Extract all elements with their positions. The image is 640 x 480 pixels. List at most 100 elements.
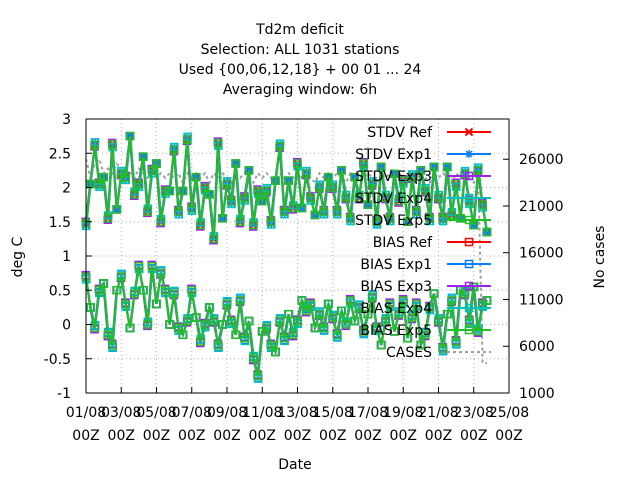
data-point [143,320,152,329]
data-point [244,166,254,175]
y-tick-label: -0.5 [44,352,71,368]
data-point [368,292,377,302]
legend-label: CASES [386,345,432,361]
y2-tick-label: 1000 [519,386,555,402]
data-point [478,200,487,209]
data-point [324,299,333,309]
data-point [90,323,100,333]
data-point [372,323,382,333]
data-point [130,289,139,298]
data-point [451,337,461,346]
x-tick-label-date: 01/08 [66,405,106,421]
data-point [183,135,192,144]
data-point [249,220,258,230]
data-point [337,166,346,175]
data-point [390,327,399,336]
data-point [429,162,439,172]
data-point [235,296,245,305]
data-point [297,296,307,305]
data-point [112,286,122,295]
y-tick-label: -1 [57,386,71,402]
data-point [324,172,333,182]
data-point [456,214,465,223]
data-point [288,330,298,340]
data-point [218,320,227,329]
x-tick-label-hour: 00Z [319,428,346,444]
data-point [244,316,254,326]
data-point [262,186,271,196]
legend-label: BIAS Exp1 [360,257,432,273]
data-point [350,172,360,182]
data-point [464,325,474,335]
y2-axis-label: No cases [592,226,608,289]
data-point [328,313,337,322]
title-line-1: Td2m deficit [255,22,344,38]
y-tick-label: 2 [62,181,71,197]
data-point [359,159,368,168]
data-point [421,186,430,196]
data-point [425,303,434,312]
data-point [103,330,113,340]
data-point [302,306,311,316]
y2-tick-label: 11000 [519,292,564,308]
data-point [99,172,108,182]
x-axis-label: Date [278,457,311,473]
data-point [438,214,448,223]
data-point [464,215,474,225]
data-point [350,316,360,326]
data-point [165,320,174,329]
data-point [253,371,263,381]
data-point [240,333,249,343]
data-point [354,193,364,203]
data-point [416,340,426,350]
data-point [434,193,443,203]
data-point [227,196,236,206]
data-point [280,207,289,216]
data-point [178,330,188,340]
data-point [112,205,122,214]
data-point [429,289,439,298]
x-tick-label-date: 17/08 [348,405,388,421]
data-point [271,347,280,357]
data-point [196,220,205,230]
data-point [328,183,337,192]
data-point [280,333,289,343]
data-point [147,166,157,175]
data-point [394,309,404,319]
data-point [372,217,382,226]
data-point [482,296,492,305]
x-tick-label-hour: 00Z [390,428,417,444]
data-point [438,344,448,353]
data-point [394,196,404,206]
data-point [200,320,210,329]
data-point [139,152,148,161]
data-point [227,316,236,326]
data-point [297,203,307,213]
data-point [121,299,130,309]
x-tick-label-date: 25/08 [489,405,529,421]
data-point [191,172,201,182]
y2-tick-label: 21000 [519,199,564,215]
x-tick-label-date: 11/08 [242,405,282,421]
data-point [125,131,135,141]
legend-label: BIAS Ref [373,235,433,251]
data-point [178,186,188,196]
x-tick-label-date: 13/08 [277,405,317,421]
data-point [385,299,395,309]
data-point [187,203,196,213]
y-tick-label: 0.5 [49,283,71,299]
y2-tick-label: 6000 [519,339,555,355]
data-point [266,217,276,226]
data-point [407,313,417,322]
data-point [341,320,351,329]
x-tick-label-hour: 00Z [72,428,99,444]
data-point [381,316,390,326]
data-point [337,306,346,316]
data-point [240,193,249,203]
data-point [152,159,161,168]
data-point [275,316,285,326]
data-point [147,262,157,271]
x-tick-label-date: 23/08 [454,405,494,421]
data-point [363,309,373,319]
legend-label: STDV Exp5 [355,213,432,229]
